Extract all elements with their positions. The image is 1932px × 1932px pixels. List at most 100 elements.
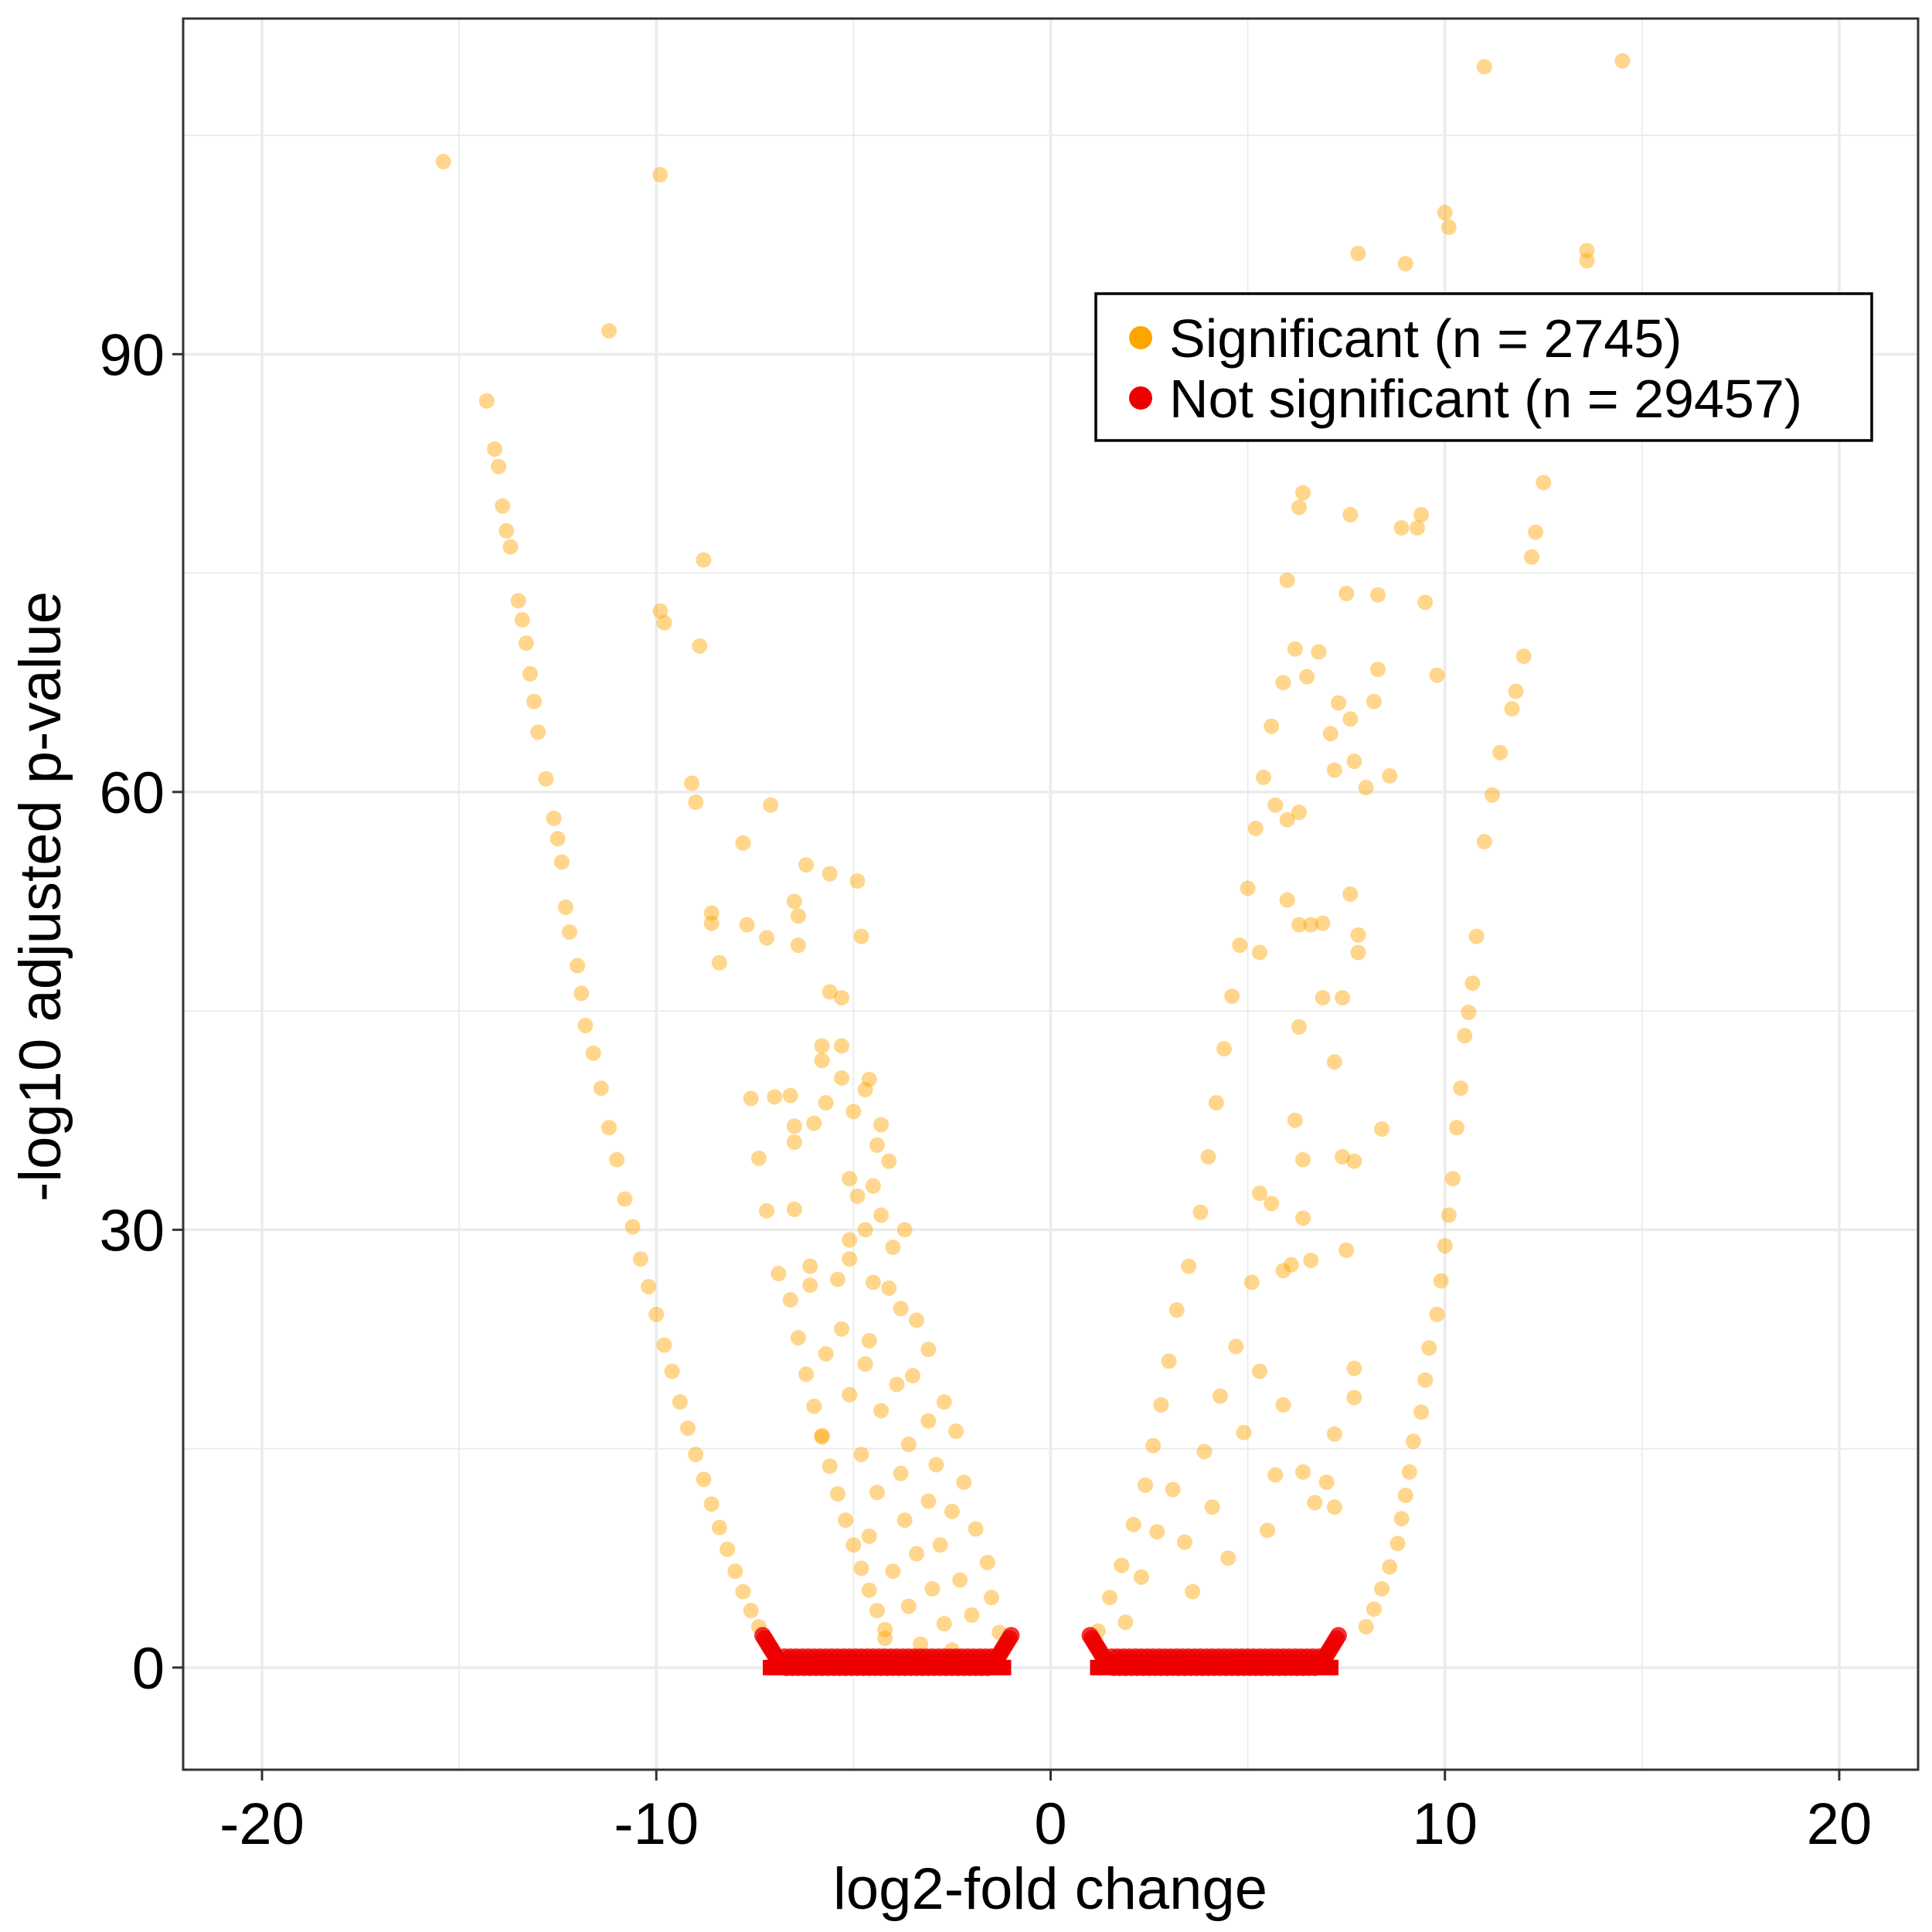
significant-point bbox=[1117, 1614, 1134, 1631]
significant-point bbox=[656, 614, 672, 631]
significant-point bbox=[1342, 711, 1359, 727]
significant-point bbox=[1393, 1511, 1410, 1527]
significant-point bbox=[632, 1251, 648, 1267]
significant-point bbox=[1216, 1041, 1232, 1057]
significant-point bbox=[1476, 59, 1492, 75]
significant-point bbox=[1224, 988, 1240, 1005]
significant-point bbox=[900, 1598, 917, 1614]
significant-point bbox=[893, 1465, 909, 1481]
significant-point bbox=[1346, 1360, 1362, 1376]
significant-point bbox=[885, 1239, 901, 1255]
significant-point bbox=[900, 1436, 917, 1452]
significant-point bbox=[936, 1616, 952, 1632]
y-tick-label: 0 bbox=[132, 1636, 165, 1702]
significant-point bbox=[928, 1457, 944, 1473]
significant-point bbox=[570, 957, 586, 974]
significant-point bbox=[1137, 1477, 1153, 1493]
significant-point bbox=[1275, 1263, 1291, 1279]
legend-label-significant: Significant (n = 2745) bbox=[1169, 308, 1682, 369]
significant-point bbox=[1264, 718, 1280, 734]
significant-point bbox=[1437, 1238, 1453, 1254]
significant-point bbox=[979, 1554, 995, 1570]
significant-point bbox=[703, 905, 719, 921]
x-tick-label: 10 bbox=[1412, 1791, 1478, 1857]
significant-point bbox=[829, 1271, 845, 1287]
significant-point bbox=[842, 1386, 858, 1403]
significant-point bbox=[1125, 1516, 1141, 1532]
significant-point bbox=[877, 1631, 893, 1647]
significant-point bbox=[1382, 768, 1398, 784]
significant-point bbox=[920, 1493, 937, 1509]
significant-point bbox=[624, 1219, 641, 1235]
significant-point bbox=[853, 1560, 869, 1577]
significant-point bbox=[1291, 917, 1307, 933]
significant-point bbox=[814, 1053, 830, 1069]
significant-point bbox=[853, 928, 869, 944]
grid-lines bbox=[183, 19, 1918, 1770]
significant-point bbox=[735, 1583, 751, 1600]
significant-point bbox=[1264, 1196, 1280, 1212]
significant-point bbox=[1484, 787, 1500, 803]
significant-point bbox=[1315, 915, 1331, 931]
significant-point bbox=[821, 984, 838, 1000]
significant-point bbox=[877, 1621, 893, 1638]
significant-point bbox=[1413, 507, 1430, 523]
significant-point bbox=[1369, 587, 1386, 603]
significant-point bbox=[834, 1038, 850, 1054]
significant-point bbox=[763, 797, 779, 813]
significant-point bbox=[1232, 937, 1248, 954]
significant-point bbox=[546, 810, 562, 826]
significant-point bbox=[696, 552, 712, 568]
significant-point bbox=[1369, 662, 1386, 678]
significant-point bbox=[1311, 644, 1327, 660]
significant-point bbox=[1315, 990, 1331, 1006]
significant-point bbox=[1523, 549, 1539, 565]
significant-point bbox=[920, 1413, 937, 1429]
significant-point bbox=[518, 635, 534, 651]
significant-point bbox=[1330, 695, 1346, 711]
legend-key-significant bbox=[1129, 326, 1152, 349]
significant-point bbox=[964, 1607, 980, 1623]
significant-point bbox=[798, 1366, 815, 1383]
significant-point bbox=[696, 1471, 712, 1488]
significant-point bbox=[487, 441, 503, 457]
significant-point bbox=[652, 167, 668, 183]
significant-point bbox=[1236, 1424, 1252, 1440]
legend-box bbox=[1094, 292, 1873, 442]
significant-point bbox=[948, 1423, 964, 1439]
significant-point bbox=[1515, 648, 1532, 665]
significant-point bbox=[845, 1537, 862, 1553]
significant-point bbox=[1374, 1580, 1390, 1597]
significant-point bbox=[1342, 886, 1359, 902]
significant-point bbox=[1275, 1396, 1291, 1413]
significant-point bbox=[869, 1603, 885, 1619]
significant-point bbox=[1350, 246, 1366, 262]
legend-key-not-significant bbox=[1129, 386, 1152, 410]
not-significant-dense-band bbox=[763, 1659, 1012, 1675]
significant-point bbox=[1335, 1148, 1351, 1165]
significant-point bbox=[1326, 1426, 1342, 1442]
significant-point bbox=[798, 857, 815, 873]
significant-point bbox=[786, 1134, 802, 1151]
significant-point bbox=[893, 1301, 909, 1317]
significant-point bbox=[1346, 1389, 1362, 1406]
significant-point bbox=[502, 539, 519, 555]
significant-point bbox=[1291, 499, 1307, 515]
significant-point bbox=[1492, 744, 1509, 760]
significant-point bbox=[1429, 667, 1445, 683]
significant-point bbox=[1291, 804, 1307, 821]
significant-point bbox=[680, 1420, 696, 1437]
significant-point bbox=[952, 1572, 968, 1588]
x-tick-label: -20 bbox=[219, 1791, 304, 1857]
significant-point bbox=[1440, 1207, 1457, 1223]
significant-point bbox=[834, 990, 850, 1006]
significant-point bbox=[861, 1332, 877, 1349]
significant-point bbox=[648, 1306, 665, 1322]
significant-point bbox=[1243, 1274, 1260, 1291]
significant-point bbox=[1346, 1153, 1362, 1169]
significant-point bbox=[664, 1363, 680, 1379]
significant-point bbox=[1279, 811, 1295, 828]
significant-point bbox=[1260, 1522, 1276, 1539]
significant-point bbox=[727, 1563, 743, 1580]
